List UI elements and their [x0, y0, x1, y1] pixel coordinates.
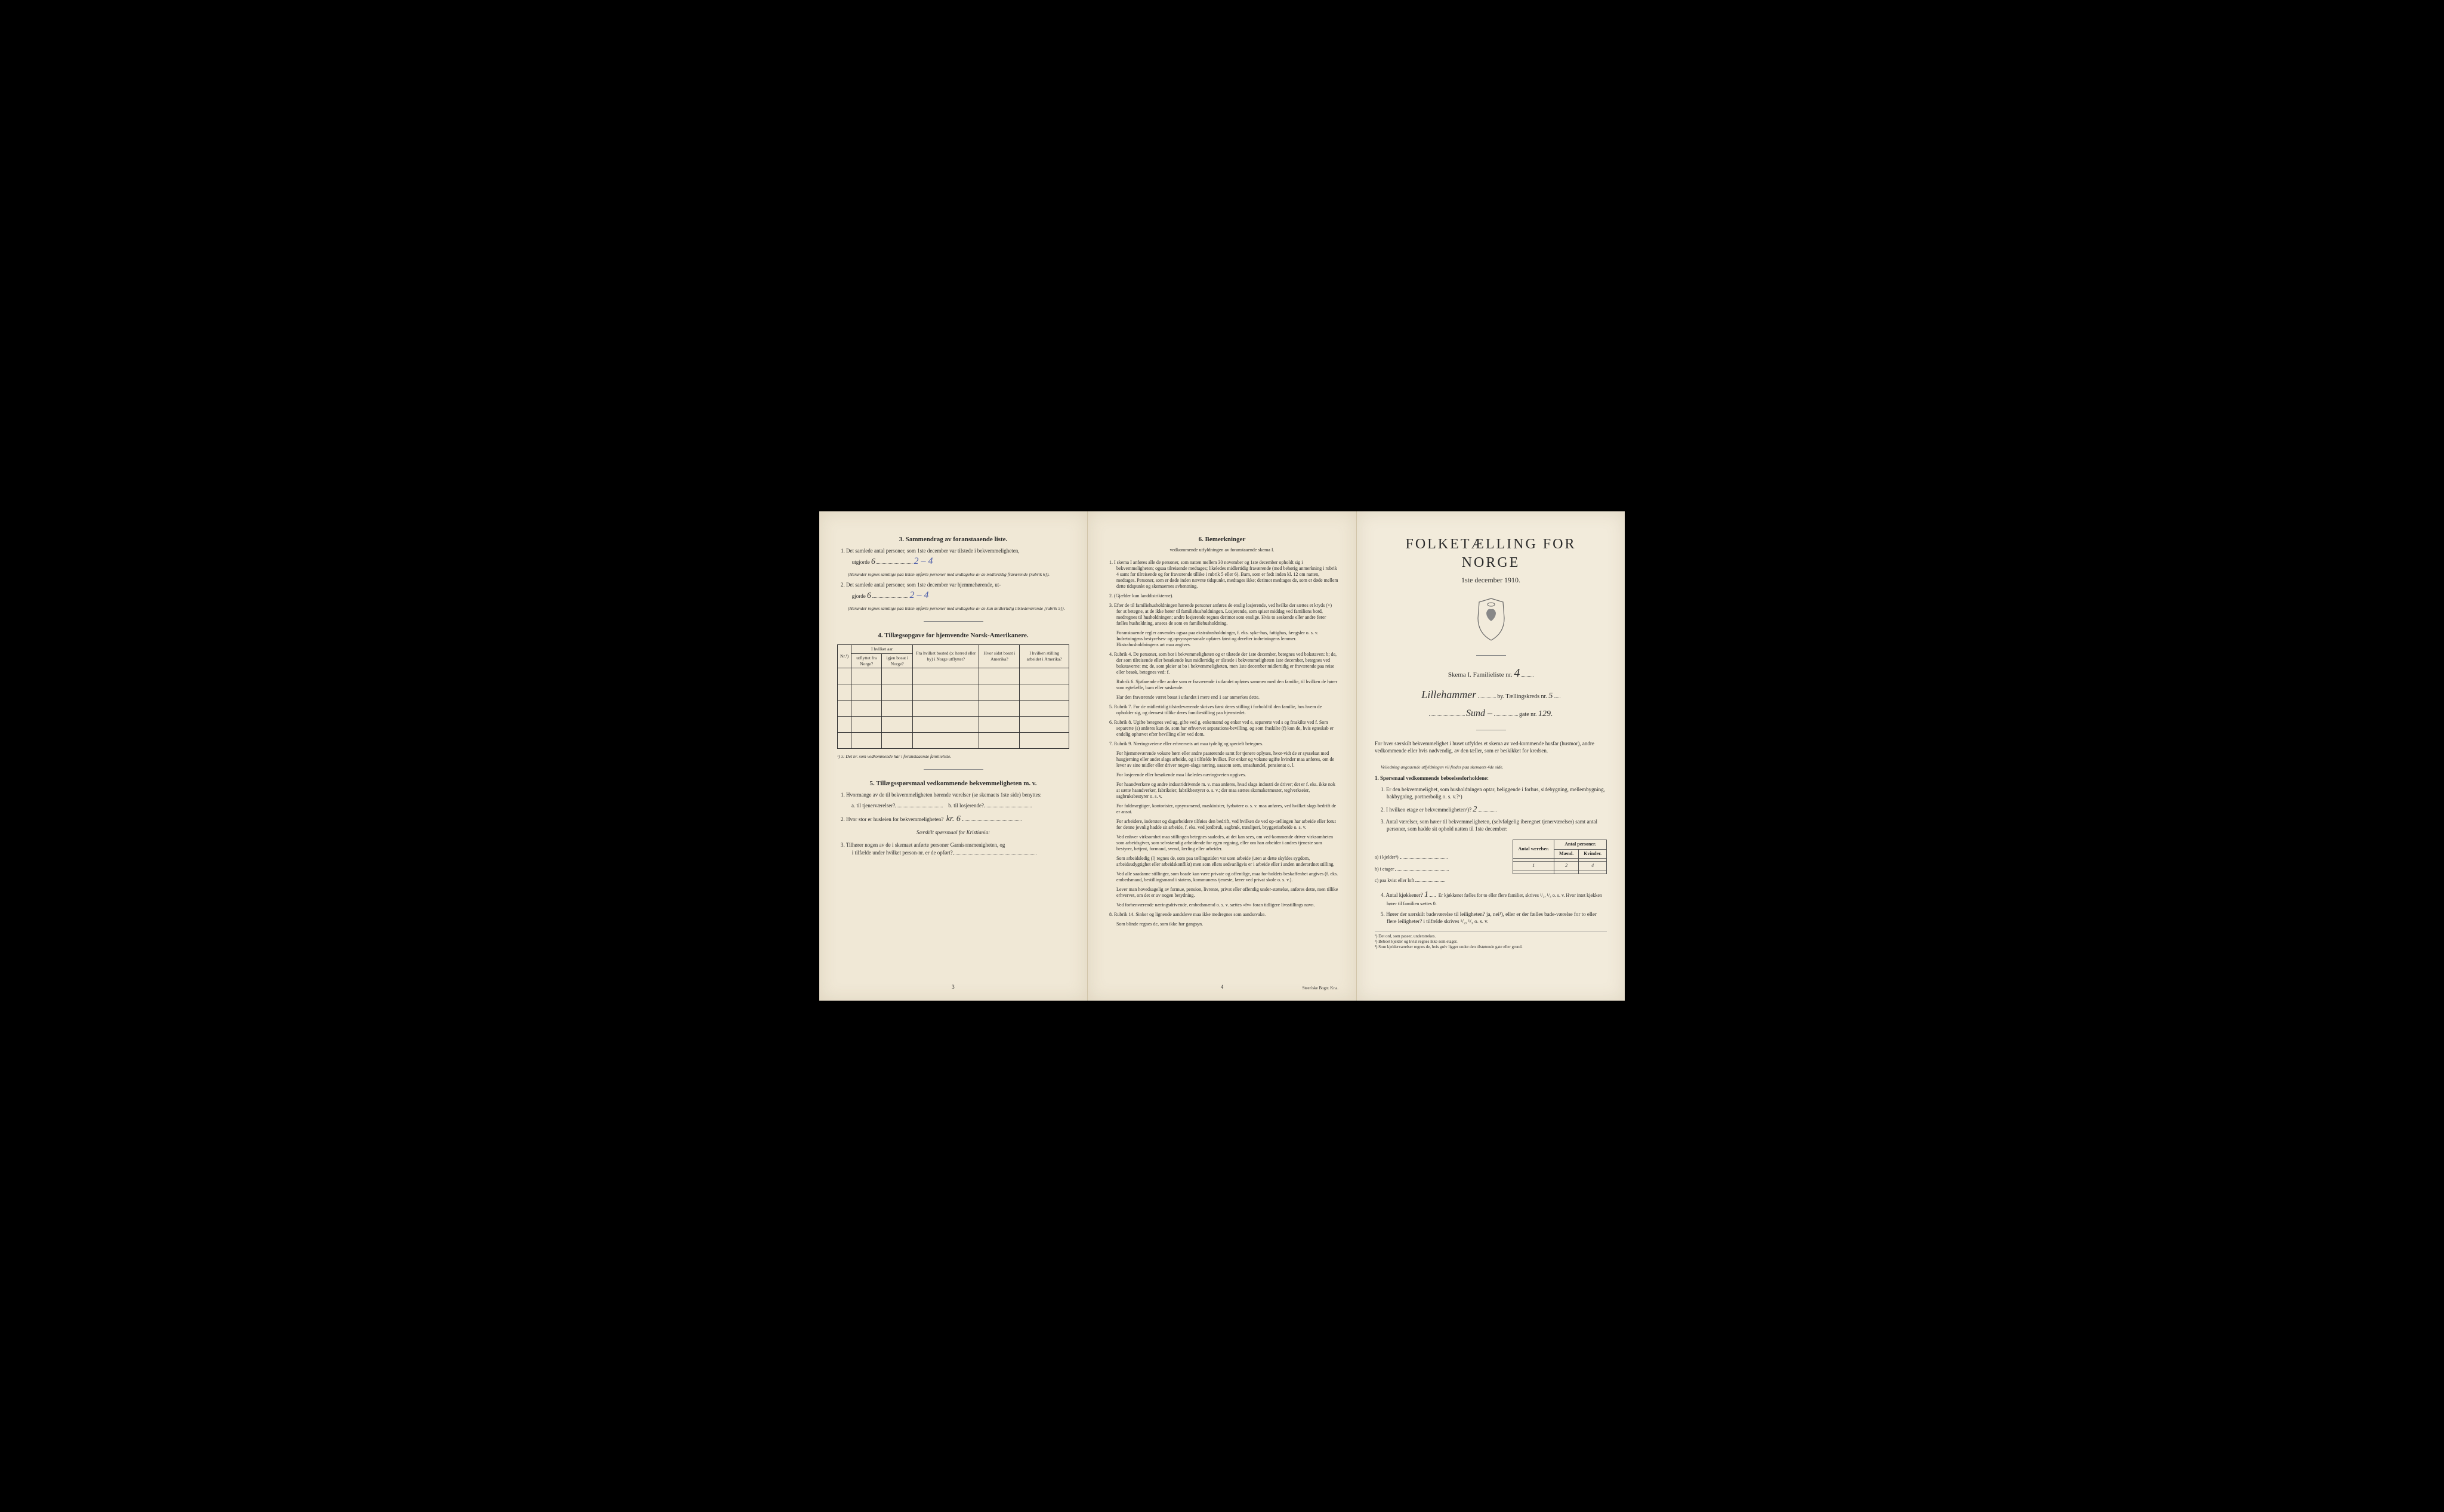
q1-3: 3. Antal værelser, som hører til bekvemm…: [1377, 819, 1607, 832]
p6-7g: Som arbeidsledig (l) regnes de, som paa …: [1106, 856, 1338, 868]
hand-value: 1: [1424, 890, 1428, 899]
q1-1: 1. Er den bekvemmelighet, som husholdnin…: [1377, 786, 1607, 800]
p6-5: 5. Rubrik 7. For de midlertidig tilstede…: [1106, 704, 1338, 716]
footnotes: ¹) Det ord, som passer, understrekes. ²)…: [1375, 931, 1607, 950]
hand-value: kr. 6: [946, 814, 961, 823]
gate-line: Sund – gate nr. 129.: [1375, 708, 1607, 720]
section-6-sub: vedkommende utfyldningen av foranstaaend…: [1106, 547, 1338, 553]
p6-7a: For hjemmeværende voksne børn eller andr…: [1106, 751, 1338, 769]
table-4-footnote: ¹) ɔ: Det nr. som vedkommende har i fora…: [837, 754, 1069, 760]
hand-value: 2 – 4: [910, 590, 929, 600]
p6-6: 6. Rubrik 8. Ugifte betegnes ved ug, gif…: [1106, 720, 1338, 738]
q5-3: 3. Tilhører nogen av de i skemaet anført…: [837, 841, 1069, 856]
t3-row-a: a) i kjelder³): [1375, 851, 1508, 863]
q5-kristiania: Særskilt spørsmaal for Kristiania:: [837, 829, 1069, 837]
section-6-heading: 6. Bemerkninger: [1106, 535, 1338, 544]
hand-value: 1: [1513, 862, 1554, 871]
p6-4c: Har den fraværende været bosat i utlande…: [1106, 695, 1338, 701]
t3-row-b: b) i etager: [1375, 863, 1508, 875]
hand-value: 2: [1473, 805, 1477, 814]
p6-7c: For haandverkere og andre industridriven…: [1106, 782, 1338, 800]
page-1: FOLKETÆLLING FOR NORGE 1ste december 191…: [1356, 511, 1625, 1001]
intro-note: Veiledning angaaende utfyldningen vil fi…: [1381, 764, 1607, 770]
hand-value: 2: [1554, 862, 1579, 871]
p6-4: 4. Rubrik 4. De personer, som bor i bekv…: [1106, 652, 1338, 675]
hand-value: 129.: [1538, 709, 1553, 718]
q1-4: 4. Antal kjøkkener? 1 Er kjøkkenet fælle…: [1377, 890, 1607, 908]
q3-2-note: (Herunder regnes samtlige paa listen opf…: [848, 606, 1069, 612]
q1-2: 2. I hvilken etage er bekvemmeligheten²)…: [1377, 804, 1607, 815]
imprint: Steen'ske Bogtr. Kr.a.: [1302, 986, 1338, 991]
table-persons: Antal værelser.Antal personer. Mænd.Kvin…: [1513, 840, 1607, 874]
section-4-heading: 4. Tillægsopgave for hjemvendte Norsk-Am…: [837, 631, 1069, 640]
p6-8: 8. Rubrik 14. Sinker og lignende aandslø…: [1106, 912, 1338, 918]
section-5-heading: 5. Tillægsspørsmaal vedkommende bekvemme…: [837, 779, 1069, 788]
p6-4b: Rubrik 6. Sjøfarende eller andre som er …: [1106, 679, 1338, 691]
q3-1-note: (Herunder regnes samtlige paa listen opf…: [848, 572, 1069, 578]
p6-3: 3. Efter de til familiehusholdningen hør…: [1106, 603, 1338, 627]
page-3: 3. Sammendrag av foranstaaende liste. 1.…: [819, 511, 1088, 1001]
hand-value: 6: [867, 591, 871, 600]
table-4: Nr.¹) I hvilket aar Fra hvilket bosted (…: [837, 644, 1069, 749]
intro-text: For hver særskilt bekvemmelighet i huset…: [1375, 740, 1607, 755]
p6-7e: For arbeidere, inderster og dagarbeidere…: [1106, 819, 1338, 831]
q-heading: 1. Spørsmaal vedkommende beboelsesforhol…: [1375, 775, 1607, 782]
page-number: 4: [1221, 984, 1224, 991]
p6-7: 7. Rubrik 9. Næringsveiene eller erhverv…: [1106, 741, 1338, 747]
q3-2: 2. Det samlede antal personer, som 1ste …: [837, 581, 1069, 602]
p6-7b: For losjerende eller besøkende maa likel…: [1106, 772, 1338, 778]
page-4: 6. Bemerkninger vedkommende utfyldningen…: [1088, 511, 1356, 1001]
p6-2: 2. (Gjælder kun landdistrikterne).: [1106, 593, 1338, 599]
hand-value: 2 – 4: [914, 556, 933, 566]
p6-7j: Ved forhenværende næringsdrivende, embed…: [1106, 902, 1338, 908]
p6-7f: Ved enhver virksomhet maa stillingen bet…: [1106, 834, 1338, 852]
p6-7d: For fuldmægtiger, kontorister, opsynsmæn…: [1106, 803, 1338, 815]
q1-5: 5. Hører der særskilt badeværelse til le…: [1377, 911, 1607, 925]
p6-8b: Som blinde regnes de, som ikke har gangs…: [1106, 921, 1338, 927]
hand-value: Sund –: [1466, 708, 1492, 718]
t3-row-c: c) paa kvist eller loft: [1375, 875, 1508, 886]
q3-1: 1. Det samlede antal personer, som 1ste …: [837, 547, 1069, 568]
p6-7i: Lever man hovedsagelig av formue, pensio…: [1106, 887, 1338, 899]
document-spread: 3. Sammendrag av foranstaaende liste. 1.…: [807, 499, 1637, 1013]
p6-7h: Ved alle saadanne stillinger, som baade …: [1106, 871, 1338, 883]
q5-2: 2. Hvor stor er husleien for bekvemmelig…: [837, 813, 1069, 825]
q5-1: 1. Hvormange av de til bekvemmeligheten …: [837, 791, 1069, 799]
hand-value: 5: [1548, 692, 1553, 701]
p6-1: 1. I skema I anføres alle de personer, s…: [1106, 560, 1338, 590]
coat-of-arms-icon: [1375, 597, 1607, 644]
section-3-heading: 3. Sammendrag av foranstaaende liste.: [837, 535, 1069, 544]
hand-value: 4: [1514, 666, 1520, 680]
main-title: FOLKETÆLLING FOR NORGE: [1375, 535, 1607, 572]
schema-line: Skema I. Familieliste nr. 4: [1375, 665, 1607, 681]
subtitle: 1ste december 1910.: [1375, 576, 1607, 585]
hand-value: 4: [1579, 862, 1607, 871]
by-line: Lillehammer by. Tællingskreds nr. 5: [1375, 688, 1607, 702]
p6-3b: Foranstaaende regler anvendes ogsaa paa …: [1106, 630, 1338, 648]
page-number: 3: [952, 984, 955, 991]
hand-value: Lillehammer: [1421, 689, 1476, 701]
hand-value: 6: [871, 557, 875, 566]
